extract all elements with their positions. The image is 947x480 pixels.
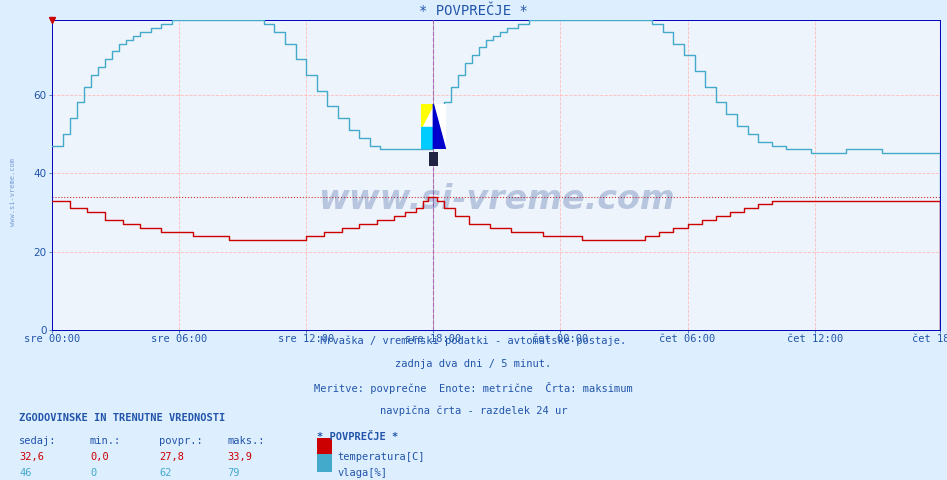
Polygon shape (421, 127, 434, 149)
Text: 27,8: 27,8 (159, 452, 184, 462)
Polygon shape (421, 104, 434, 127)
Text: zadnja dva dni / 5 minut.: zadnja dva dni / 5 minut. (396, 359, 551, 369)
Polygon shape (434, 104, 446, 149)
Text: 32,6: 32,6 (19, 452, 44, 462)
Text: 0: 0 (90, 468, 97, 479)
Text: navpična črta - razdelek 24 ur: navpična črta - razdelek 24 ur (380, 405, 567, 416)
Text: sedaj:: sedaj: (19, 436, 57, 446)
Text: * POVPREČJE *: * POVPREČJE * (420, 4, 527, 18)
Text: www.si-vreme.com: www.si-vreme.com (10, 158, 16, 226)
Text: Hrvaška / vremenski podatki - avtomatske postaje.: Hrvaška / vremenski podatki - avtomatske… (320, 336, 627, 347)
Text: 0,0: 0,0 (90, 452, 109, 462)
Text: 62: 62 (159, 468, 171, 479)
Text: 46: 46 (19, 468, 31, 479)
Text: * POVPREČJE *: * POVPREČJE * (317, 432, 399, 442)
Text: 79: 79 (227, 468, 240, 479)
Text: vlaga[%]: vlaga[%] (337, 468, 387, 479)
Text: min.:: min.: (90, 436, 121, 446)
Text: maks.:: maks.: (227, 436, 265, 446)
Text: povpr.:: povpr.: (159, 436, 203, 446)
Text: ZGODOVINSKE IN TRENUTNE VREDNOSTI: ZGODOVINSKE IN TRENUTNE VREDNOSTI (19, 413, 225, 423)
Text: Meritve: povprečne  Enote: metrične  Črta: maksimum: Meritve: povprečne Enote: metrične Črta:… (314, 382, 633, 394)
Text: temperatura[C]: temperatura[C] (337, 452, 424, 462)
Text: 33,9: 33,9 (227, 452, 252, 462)
Text: www.si-vreme.com: www.si-vreme.com (317, 183, 674, 216)
